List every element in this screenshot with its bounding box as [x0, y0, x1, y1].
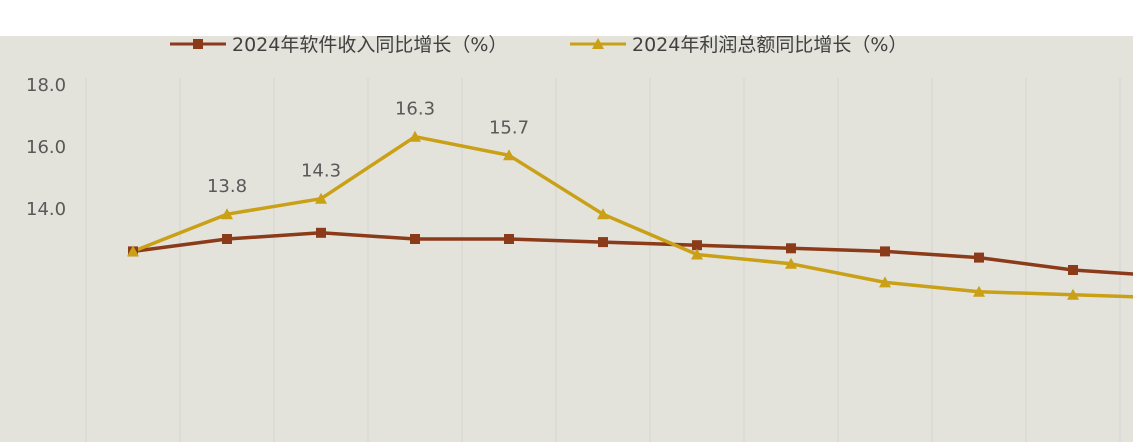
series-0-point — [880, 246, 890, 257]
series-1-point — [503, 149, 515, 161]
series-1-point — [597, 208, 609, 220]
series-0-point — [786, 243, 796, 254]
data-label: 14.3 — [301, 161, 341, 182]
legend: 2024年软件收入同比增长（%） 2024年利润总额同比增长（%） — [170, 34, 907, 56]
series-0-point — [1068, 265, 1078, 275]
series-markers — [127, 130, 1079, 300]
y-tick-label: 14.0 — [26, 199, 66, 220]
y-tick-label: 18.0 — [26, 75, 66, 96]
data-labels: 13.8 14.3 16.3 15.7 — [207, 99, 529, 198]
series-line-0 — [132, 231, 1133, 276]
series-0-point — [692, 240, 702, 251]
series-1-point — [409, 130, 421, 142]
series-lines — [132, 134, 1133, 299]
series-0-point — [410, 234, 420, 244]
data-label: 15.7 — [489, 117, 529, 138]
plot-background — [0, 36, 1133, 442]
series-0-point — [222, 234, 232, 244]
legend-label-profit: 2024年利润总额同比增长（%） — [632, 34, 907, 56]
legend-marker-software-revenue — [193, 39, 203, 49]
series-0-point — [316, 227, 326, 238]
series-1-point — [973, 285, 985, 297]
legend-marker-profit — [592, 38, 604, 49]
series-line-1 — [132, 134, 1133, 299]
series-0-point — [598, 237, 608, 248]
data-label: 16.3 — [395, 99, 435, 120]
series-1-point — [1067, 288, 1079, 300]
series-1-point — [127, 245, 139, 257]
y-axis-tick-labels: 18.0 16.0 14.0 — [26, 75, 66, 220]
series-1-point — [879, 276, 891, 288]
series-1-point — [315, 192, 327, 204]
series-0-point — [974, 252, 984, 263]
series-1-point — [691, 248, 703, 260]
y-tick-label: 16.0 — [26, 137, 66, 158]
legend-label-software-revenue: 2024年软件收入同比增长（%） — [232, 34, 507, 56]
series-1-point — [785, 257, 797, 269]
gridlines — [85, 78, 1121, 442]
data-label: 13.8 — [207, 176, 247, 197]
series-0-point — [504, 234, 514, 244]
series-1-point — [221, 208, 233, 220]
